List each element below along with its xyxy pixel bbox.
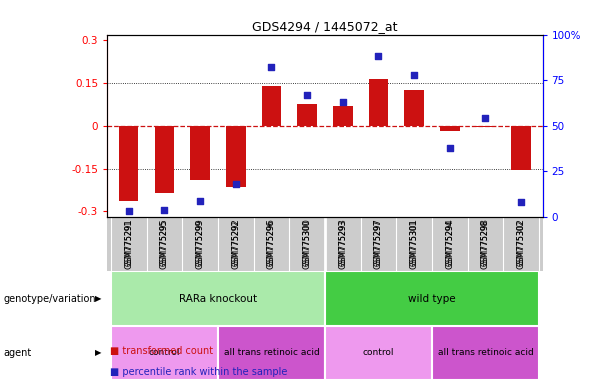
Text: GSM775299: GSM775299 xyxy=(196,220,205,266)
Bar xyxy=(154,126,174,193)
Point xyxy=(302,92,312,98)
Bar xyxy=(476,126,495,127)
Point xyxy=(338,99,348,105)
Text: agent: agent xyxy=(3,348,31,358)
Bar xyxy=(119,126,139,201)
Point xyxy=(445,145,455,151)
Text: control: control xyxy=(363,348,394,358)
Text: ■ percentile rank within the sample: ■ percentile rank within the sample xyxy=(110,367,287,377)
Text: RARa knockout: RARa knockout xyxy=(179,293,257,304)
Text: all trans retinoic acid: all trans retinoic acid xyxy=(224,348,319,358)
Point xyxy=(373,53,383,60)
Bar xyxy=(111,271,325,326)
Bar xyxy=(262,86,281,126)
Bar xyxy=(111,326,218,380)
Text: GSM775302: GSM775302 xyxy=(517,220,525,266)
Point xyxy=(516,199,526,205)
Bar xyxy=(325,326,432,380)
Text: GSM775295: GSM775295 xyxy=(160,220,169,266)
Point xyxy=(231,181,241,187)
Bar xyxy=(432,326,539,380)
Point xyxy=(159,207,169,213)
Bar xyxy=(297,104,317,126)
Point xyxy=(267,65,276,71)
Text: ▶: ▶ xyxy=(94,294,101,303)
Text: all trans retinoic acid: all trans retinoic acid xyxy=(438,348,533,358)
Bar xyxy=(226,126,246,187)
Text: GSM775293: GSM775293 xyxy=(338,220,347,266)
Text: genotype/variation: genotype/variation xyxy=(3,293,96,304)
Bar xyxy=(440,126,460,131)
Bar xyxy=(218,326,325,380)
Bar xyxy=(190,126,210,180)
Text: GSM775297: GSM775297 xyxy=(374,220,383,266)
Title: GDS4294 / 1445072_at: GDS4294 / 1445072_at xyxy=(252,20,398,33)
Text: control: control xyxy=(148,348,180,358)
Point xyxy=(195,197,205,204)
Text: ▶: ▶ xyxy=(94,348,101,358)
Text: GSM775291: GSM775291 xyxy=(124,220,133,266)
Point xyxy=(409,72,419,78)
Text: GSM775292: GSM775292 xyxy=(231,220,240,266)
Text: GSM775301: GSM775301 xyxy=(409,220,419,266)
Bar xyxy=(333,106,352,126)
Bar xyxy=(511,126,531,170)
Text: GSM775298: GSM775298 xyxy=(481,220,490,266)
Bar xyxy=(325,271,539,326)
Bar xyxy=(404,90,424,126)
Text: GSM775294: GSM775294 xyxy=(445,220,454,266)
Text: ■ transformed count: ■ transformed count xyxy=(110,346,213,356)
Point xyxy=(481,116,490,122)
Point xyxy=(124,209,134,215)
Text: wild type: wild type xyxy=(408,293,455,304)
Bar xyxy=(368,79,388,126)
Text: GSM775296: GSM775296 xyxy=(267,220,276,266)
Text: GSM775300: GSM775300 xyxy=(303,220,311,266)
